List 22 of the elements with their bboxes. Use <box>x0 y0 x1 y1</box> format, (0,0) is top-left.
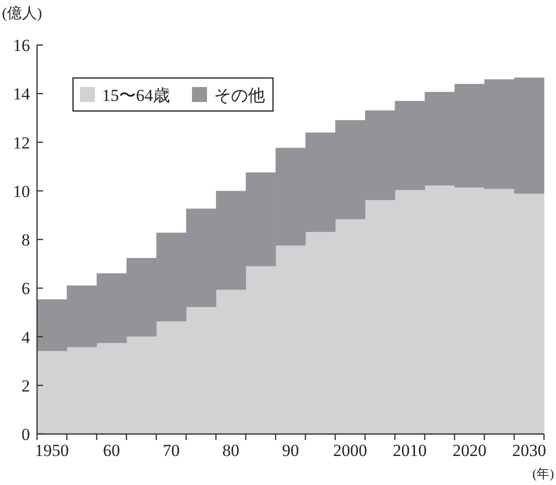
x-axis-title: (年) <box>532 466 554 481</box>
y-tick-label: 8 <box>22 230 30 250</box>
y-tick-label: 14 <box>13 84 30 104</box>
y-tick-label: 0 <box>22 425 30 444</box>
y-tick-label: 10 <box>13 182 30 201</box>
legend-label: 15〜64歳 <box>102 86 170 105</box>
y-tick-label: 16 <box>13 36 30 55</box>
legend-label: その他 <box>214 86 265 105</box>
x-tick-label: 90 <box>282 441 299 460</box>
x-tick-label: 2010 <box>392 441 427 460</box>
y-tick-label: 12 <box>13 133 30 152</box>
x-tick-label: 2030 <box>512 441 546 460</box>
x-tick-label: 2000 <box>333 441 368 460</box>
x-tick-label: 80 <box>222 441 240 460</box>
x-tick-label: 60 <box>103 441 120 460</box>
y-tick-label: 2 <box>22 376 30 396</box>
y-tick-label: 6 <box>22 279 30 298</box>
x-tick-label: 1950 <box>34 441 69 460</box>
y-axis-title: (億人) <box>2 5 42 22</box>
x-tick-label: 70 <box>162 441 180 460</box>
x-tick-label: 2020 <box>452 441 486 460</box>
y-tick-label: 4 <box>22 328 30 347</box>
